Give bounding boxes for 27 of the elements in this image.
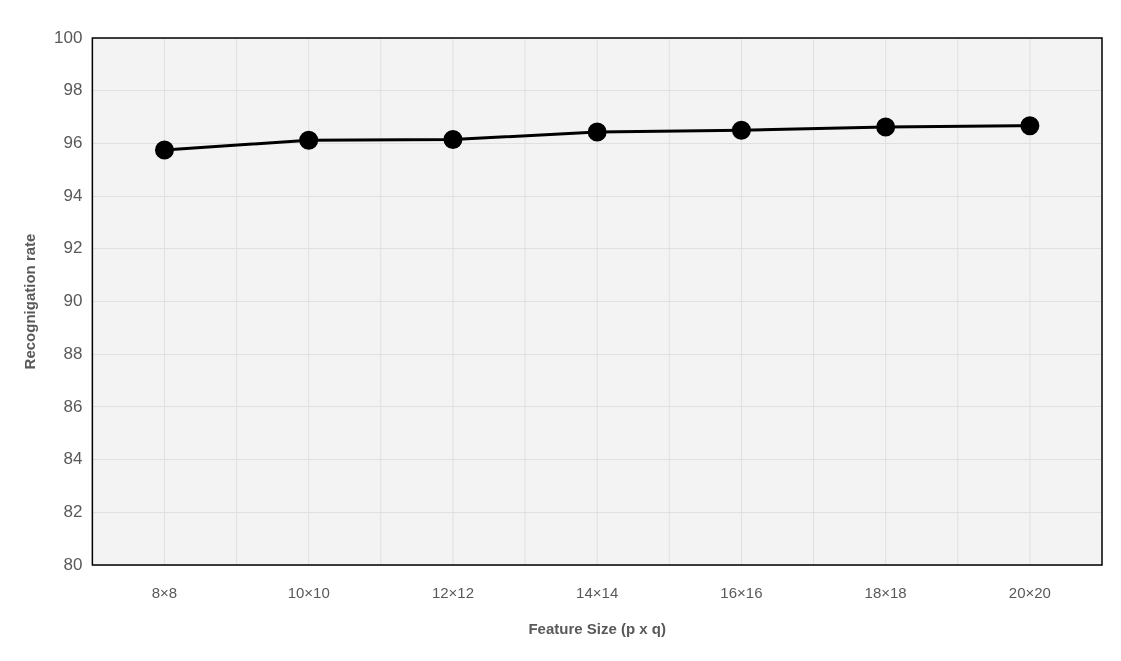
point xyxy=(1020,116,1040,136)
y-tick-label: 92 xyxy=(63,238,83,258)
x-tick-label: 10×10 xyxy=(287,584,330,602)
y-tick-label: 94 xyxy=(63,185,83,205)
point xyxy=(876,117,896,137)
x-tick-label: 18×18 xyxy=(864,584,907,602)
y-tick-label: 80 xyxy=(63,554,83,574)
point xyxy=(587,122,607,142)
x-tick-label: 20×20 xyxy=(1008,584,1051,602)
point xyxy=(299,130,319,150)
y-tick-label: 96 xyxy=(63,133,83,153)
y-tick-label: 82 xyxy=(63,501,83,521)
y-tick-label: 100 xyxy=(53,27,83,47)
y-tick-label: 90 xyxy=(63,291,83,311)
x-axis-title: Feature Size (p x q) xyxy=(528,620,666,638)
x-tick-label: 12×12 xyxy=(431,584,475,602)
x-tick-label: 16×16 xyxy=(720,584,763,602)
point xyxy=(443,129,463,149)
point xyxy=(154,140,174,160)
y-tick-label: 98 xyxy=(63,80,83,100)
y-axis-title: Recognigation rate xyxy=(21,233,39,370)
x-tick-label: 14×14 xyxy=(576,584,619,602)
y-tick-label: 84 xyxy=(63,449,83,469)
point xyxy=(731,120,751,140)
y-tick-label: 88 xyxy=(63,343,83,363)
y-tick-label: 86 xyxy=(63,396,83,416)
x-tick-label: 8×8 xyxy=(151,584,178,602)
